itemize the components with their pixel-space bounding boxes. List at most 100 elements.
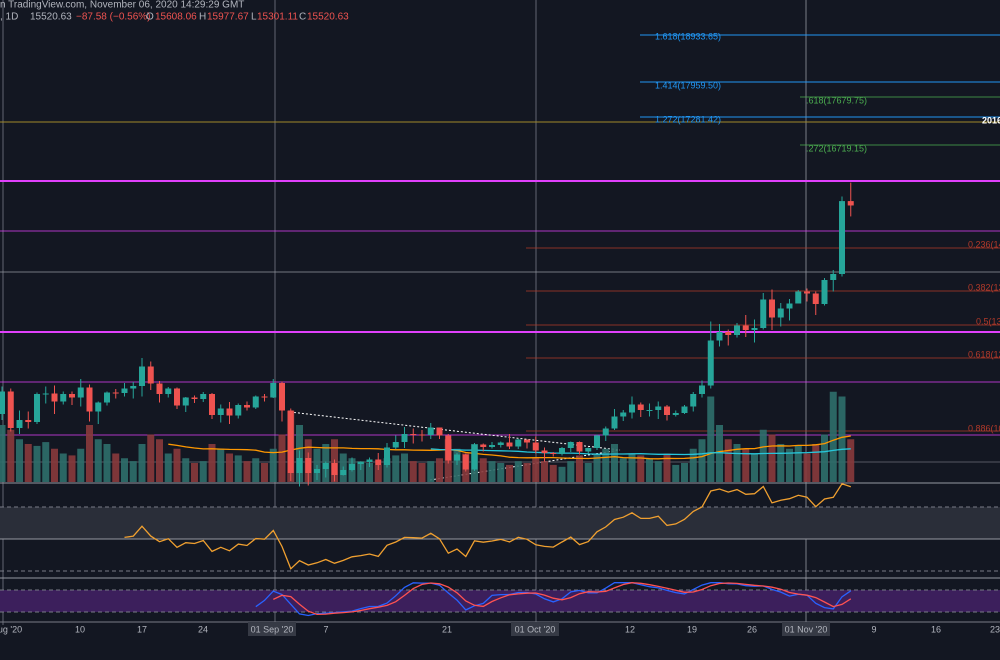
volume-bar xyxy=(261,463,268,482)
fib-label: .618(17679.75) xyxy=(806,95,867,105)
volume-bar xyxy=(506,464,513,482)
volume-bar xyxy=(357,461,365,482)
volume-bar xyxy=(453,448,461,482)
fib-label: 0.382(13 xyxy=(968,282,1000,292)
high: 15977.67 xyxy=(207,12,249,23)
candle-body xyxy=(121,388,128,393)
volume-bar xyxy=(86,425,93,482)
candle-body xyxy=(795,291,802,304)
volume-bar xyxy=(401,453,408,482)
candle-body xyxy=(0,391,5,414)
volume-bar xyxy=(374,464,382,482)
candle-body xyxy=(226,408,233,416)
x-tick-label: 9 xyxy=(871,624,876,634)
volume-bar xyxy=(847,439,855,482)
volume-bar xyxy=(742,448,750,482)
rsi-band xyxy=(0,507,1000,539)
candle-body xyxy=(261,396,268,398)
candle-body xyxy=(279,383,285,411)
header: n TradingView.com, November 06, 2020 14:… xyxy=(0,0,349,23)
candle-body xyxy=(629,404,635,413)
volume-bar xyxy=(164,453,172,482)
candle-body xyxy=(655,406,662,410)
volume-bar xyxy=(558,466,566,482)
candle-body xyxy=(410,434,417,435)
candle-body xyxy=(804,291,810,294)
volume-bar xyxy=(68,455,76,482)
volume-bar xyxy=(751,453,758,482)
candle-body xyxy=(620,412,627,417)
volume-bar xyxy=(0,425,6,482)
volume-bar xyxy=(51,448,58,482)
volume-bar xyxy=(33,445,41,482)
volume-bar xyxy=(199,461,207,482)
volume-bar xyxy=(427,461,435,482)
candle-body xyxy=(830,274,837,280)
candle-body xyxy=(357,462,364,464)
candle-body xyxy=(95,402,102,412)
candle-body xyxy=(777,308,784,318)
candle-body xyxy=(812,293,819,304)
candle-body xyxy=(567,442,574,448)
volume-bar xyxy=(479,458,487,482)
x-tick-label: 26 xyxy=(747,624,757,634)
volume-bar xyxy=(24,444,32,482)
candle-body xyxy=(7,391,14,428)
candle-body xyxy=(165,388,172,394)
volume-bar xyxy=(243,461,251,482)
fib-labels: 1.618(18933.65) 1.414(17959.50) 1.272(17… xyxy=(655,31,1000,433)
candle-body xyxy=(331,463,338,475)
x-tick-label: 01 Sep '20 xyxy=(251,624,294,634)
volume-bar xyxy=(234,455,242,482)
candle-body xyxy=(445,435,452,461)
volume-bar xyxy=(584,463,592,482)
interval: , 1D xyxy=(0,12,18,23)
l-label: L xyxy=(251,12,257,23)
volume-bar xyxy=(409,461,417,482)
candle-body xyxy=(104,392,110,403)
x-tick-label: 24 xyxy=(198,624,208,634)
candle-body xyxy=(139,366,145,386)
candle-body xyxy=(480,444,487,447)
candle-body xyxy=(550,453,557,454)
x-tick-label: 01 Nov '20 xyxy=(785,624,828,634)
volume-bar xyxy=(418,463,426,482)
candle-body xyxy=(532,442,539,451)
change: −87.58 (−0.56%) xyxy=(76,12,151,23)
x-tick-label: 01 Oct '20 xyxy=(515,624,556,634)
marks xyxy=(0,182,855,617)
candle-body xyxy=(725,332,732,335)
volume-bar xyxy=(217,448,225,482)
layout-lines xyxy=(0,0,1000,625)
candle-body xyxy=(462,454,469,470)
fib-label: 2016 xyxy=(982,115,1000,125)
stoch-d xyxy=(273,582,852,616)
volume-bar xyxy=(191,463,198,482)
volume-bar xyxy=(689,448,697,482)
fib-label: 1.618(18933.65) xyxy=(655,31,721,41)
volume-bar xyxy=(42,442,50,482)
candle-body xyxy=(742,325,749,330)
candle-body xyxy=(524,439,530,443)
volume-bar xyxy=(208,444,216,482)
candle-body xyxy=(681,406,688,413)
candle-body xyxy=(296,458,303,473)
candle-body xyxy=(436,427,443,436)
trend-line xyxy=(289,411,621,451)
volume-bar xyxy=(794,445,802,482)
stoch-band xyxy=(0,590,1000,612)
x-tick-label: 12 xyxy=(625,624,635,634)
volume-bar xyxy=(269,448,277,482)
volume-bar xyxy=(278,434,286,482)
volume-bar xyxy=(821,434,828,482)
date-box xyxy=(782,622,830,636)
candle-body xyxy=(174,388,180,406)
candle-body xyxy=(25,420,32,422)
candle-body xyxy=(34,394,40,422)
volume-bar xyxy=(532,458,540,482)
candle-body xyxy=(287,410,294,473)
candle-body xyxy=(602,428,609,436)
h-label: H xyxy=(199,12,206,23)
candle-body xyxy=(751,328,758,330)
candle-body xyxy=(252,396,259,408)
